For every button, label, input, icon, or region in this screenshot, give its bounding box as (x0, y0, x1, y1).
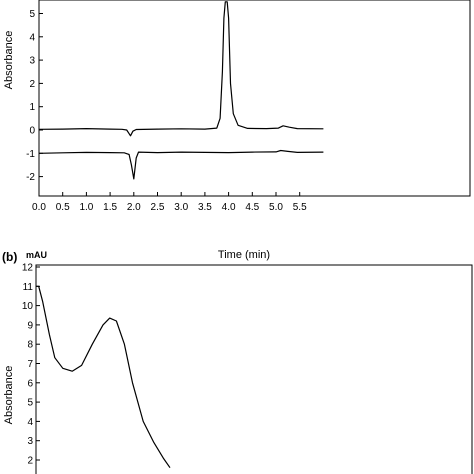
y-tick-label-a: -1 (26, 149, 35, 160)
y-tick-label-b: 11 (23, 282, 34, 293)
chromatogram-trace-1 (38, 1, 324, 137)
plot-frame-a (38, 0, 471, 197)
y-tick-label-a: -2 (26, 172, 35, 183)
x-tick-label-a: 2.5 (151, 202, 165, 213)
traces-b (36, 285, 171, 469)
x-tick-label-a: 1.5 (103, 202, 117, 213)
x-tick-label-a: 3.0 (174, 202, 188, 213)
y-tick-label-b: 3 (27, 436, 33, 447)
unit-label-b: mAU (26, 250, 47, 260)
y-tick-label-b: 7 (27, 359, 33, 370)
x-tick-label-a: 0.0 (32, 202, 46, 213)
y-tick-label-a: 1 (29, 102, 35, 113)
y-tick-label-b: 4 (27, 417, 33, 428)
spectrum-trace-1 (36, 285, 171, 469)
traces-a (38, 1, 324, 180)
x-tick-label-a: 4.0 (222, 202, 236, 213)
y-tick-label-b: 9 (27, 320, 33, 331)
chromatogram-trace-2 (38, 149, 324, 180)
y-tick-label-b: 10 (22, 301, 34, 312)
y-tick-label-a: 3 (29, 56, 35, 67)
y-axis-title-b: Absorbance (3, 366, 15, 425)
y-axis-title-a: Absorbance (3, 31, 15, 90)
y-ticks-b: 2 3 4 5 6 7 8 9 10 11 12 (22, 263, 40, 467)
y-tick-label-a: 2 (29, 79, 35, 90)
x-ticks-a: 0.0 0.5 1.0 1.5 2.0 2.5 3.0 3.5 4.0 4.5 5.0 5.5 (32, 192, 307, 213)
y-tick-label-b: 12 (22, 263, 34, 274)
x-tick-label-a: 4.5 (245, 202, 259, 213)
spectrum-panel: (b) mAU 2 3 4 5 6 7 8 9 10 11 12 Absorbance (2, 250, 473, 474)
x-tick-label-a: 2.0 (127, 202, 141, 213)
x-axis-title-a: Time (min) (218, 249, 270, 261)
y-ticks-a: -2 -1 0 1 2 3 4 5 (26, 9, 43, 183)
panel-label-b: (b) (2, 250, 17, 264)
y-tick-label-b: 2 (27, 456, 33, 467)
plot-frame-b (35, 264, 473, 474)
y-tick-label-b: 5 (27, 398, 33, 409)
y-tick-label-a: 0 (29, 126, 35, 137)
y-tick-label-b: 8 (27, 340, 33, 351)
x-tick-label-a: 3.5 (198, 202, 212, 213)
x-tick-label-a: 5.0 (269, 202, 283, 213)
y-tick-label-a: 5 (29, 9, 35, 20)
x-tick-label-a: 5.5 (293, 202, 307, 213)
x-tick-label-a: 0.5 (56, 202, 70, 213)
y-tick-label-b: 6 (27, 378, 33, 389)
y-tick-label-a: 4 (29, 32, 35, 43)
x-tick-label-a: 1.0 (79, 202, 93, 213)
chromatogram-panel: -2 -1 0 1 2 3 4 5 0.0 0.5 1.0 1.5 2.0 2.5 3.0 3.5 4.0 4.… (3, 0, 471, 261)
